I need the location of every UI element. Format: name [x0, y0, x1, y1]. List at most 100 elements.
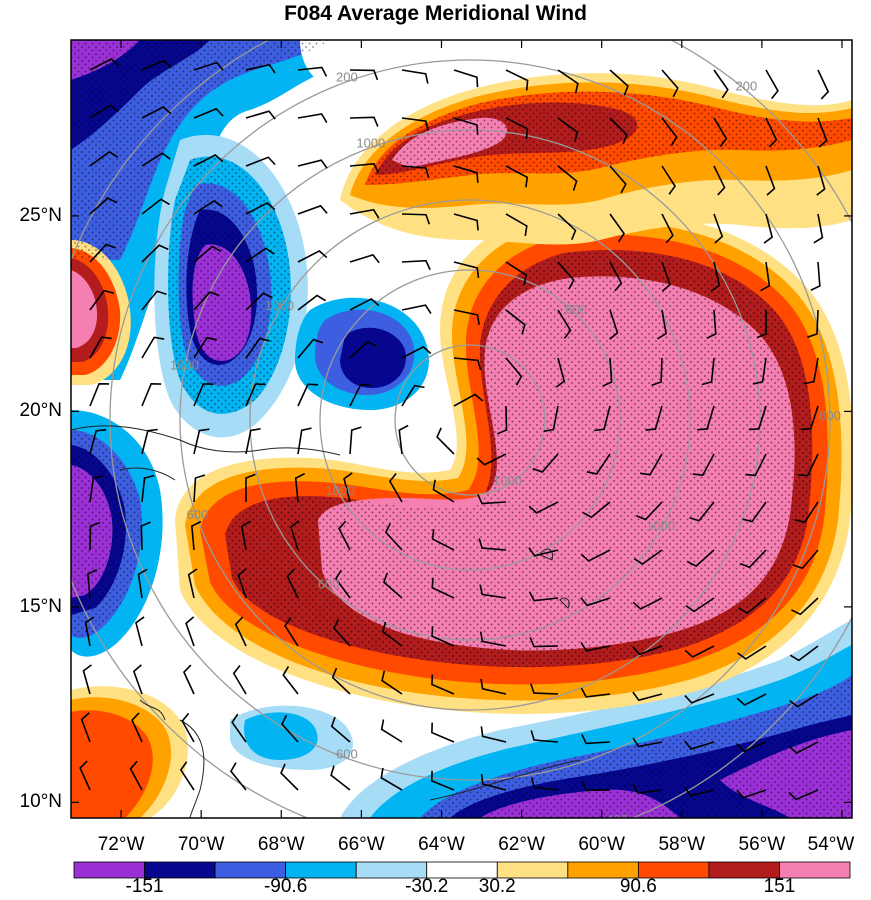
wind-barb [582, 501, 611, 519]
wind-barb [381, 621, 403, 647]
wind-barb [685, 597, 715, 613]
wind-barb [586, 453, 611, 475]
wind-barb [789, 693, 819, 708]
wind-barb [557, 213, 577, 240]
wind-barb [237, 568, 247, 599]
wind-barb [632, 691, 663, 702]
wind-barb [245, 247, 275, 263]
wind-barb [581, 780, 611, 792]
wind-barb [453, 165, 479, 183]
axis-ticks [71, 40, 852, 818]
wind-barb [230, 762, 247, 791]
wind-barb [453, 261, 480, 278]
wind-barb [478, 538, 507, 551]
wind-barb [384, 522, 403, 551]
wind-barb [543, 405, 559, 433]
lon-label: 54°W [807, 834, 855, 855]
wind-barb [89, 150, 119, 167]
wind-barb [381, 670, 403, 695]
contour-label: 600 [819, 408, 841, 423]
lon-label: 60°W [578, 834, 625, 855]
wind-barb [284, 617, 299, 647]
contour-label: 1000 [326, 483, 355, 498]
lon-label: 68°W [257, 834, 305, 855]
wind-barb [788, 789, 819, 801]
wind-barb [193, 199, 223, 215]
lat-label: 10°N [19, 791, 62, 813]
wind-barb [689, 501, 715, 522]
wind-barb [245, 427, 261, 455]
wind-barb [532, 453, 559, 474]
wind-barb [661, 69, 679, 98]
wind-barb [82, 664, 92, 695]
wind-barb [181, 712, 195, 743]
wind-barb [193, 61, 224, 71]
wind-barb [183, 664, 195, 695]
wind-barb [135, 616, 145, 647]
wind-barb [609, 213, 625, 243]
wind-barb [797, 453, 819, 477]
wind-barb [661, 117, 678, 147]
wind-barb [791, 597, 819, 616]
wind-barb [661, 213, 674, 244]
wind-barb [245, 337, 270, 359]
wind-barb [692, 453, 715, 477]
wind-barb [505, 213, 528, 236]
wind-barb [343, 472, 353, 503]
wind-barb [141, 290, 167, 311]
wind-barb [632, 597, 663, 610]
wind-barb [528, 547, 559, 557]
wind-barb [349, 253, 380, 264]
wind-barb [684, 693, 715, 704]
wind-barb [738, 597, 767, 615]
wind-barb [137, 568, 148, 599]
wind-barb [792, 549, 819, 570]
wind-barb [756, 309, 767, 339]
wind-barb [234, 616, 247, 647]
shaded-field: 1000 1000 1000 1000 1000 1000 600 600 600 600 600 4… [71, 40, 852, 827]
wind-barb [382, 572, 403, 599]
wind-barb [297, 427, 312, 455]
wind-barb [633, 549, 663, 566]
wind-barb [557, 309, 572, 339]
wind-barb [530, 777, 559, 791]
wind-barb [803, 357, 819, 385]
contour-label: 400 [606, 812, 628, 827]
contour-label: 600 [318, 577, 340, 592]
lon-label: 70°W [177, 834, 225, 855]
wind-barb [297, 250, 328, 263]
wind-barb [609, 261, 623, 292]
wind-barb [453, 357, 482, 371]
wind-barb [505, 165, 529, 188]
wind-barb [401, 384, 425, 407]
wind-barb [713, 165, 726, 196]
wind-barb [141, 106, 172, 119]
wind-barb [794, 501, 819, 523]
wind-barb [706, 309, 717, 339]
lat-label: 25°N [19, 204, 62, 226]
wind-barb [748, 405, 767, 431]
wind-barb [432, 479, 455, 503]
wind-barb [280, 763, 299, 791]
wind-barb [639, 453, 663, 476]
wind-barb [580, 687, 611, 698]
contour-label: 1000 [265, 298, 294, 313]
wind-barb [380, 767, 403, 791]
wind-barb [505, 69, 529, 91]
wind-barb [800, 405, 819, 431]
wind-barb [380, 719, 403, 743]
wind-barb [401, 165, 430, 178]
wind-barb [713, 117, 728, 147]
wind-barb [651, 357, 663, 387]
wind-barb [453, 69, 479, 88]
wind-barb [453, 117, 479, 136]
wind-barb [286, 568, 299, 599]
wind-barb [141, 198, 170, 215]
colorbar-label: 30.2 [478, 876, 516, 897]
wind-barb [87, 568, 98, 599]
wind-barb [505, 309, 526, 335]
wind-barb [701, 357, 715, 386]
wind-barb [297, 159, 328, 169]
wind-barb [349, 426, 362, 455]
wind-barb [193, 107, 224, 119]
